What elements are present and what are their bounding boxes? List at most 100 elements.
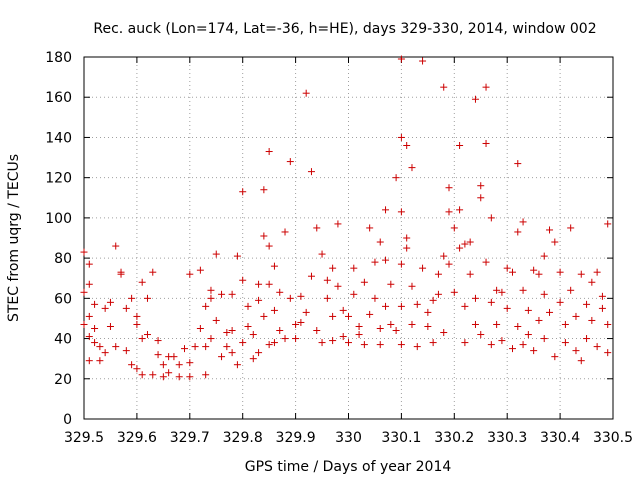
data-point <box>223 329 231 337</box>
data-point <box>334 282 342 290</box>
data-point <box>149 371 157 379</box>
data-point <box>482 258 490 266</box>
data-point <box>466 238 474 246</box>
data-point <box>556 298 564 306</box>
data-point <box>96 357 104 365</box>
data-point <box>577 270 585 278</box>
data-point <box>133 320 141 328</box>
data-point <box>281 335 289 343</box>
data-point <box>371 294 379 302</box>
data-point <box>466 270 474 278</box>
data-point <box>487 298 495 306</box>
data-point <box>493 320 501 328</box>
data-point <box>392 174 400 182</box>
x-tick-label: 329.7 <box>170 430 210 446</box>
data-point <box>397 208 405 216</box>
data-point <box>323 276 331 284</box>
data-point <box>397 341 405 349</box>
data-point <box>450 224 458 232</box>
data-point <box>445 260 453 268</box>
data-point <box>265 280 273 288</box>
data-point <box>583 335 591 343</box>
data-point <box>255 296 263 304</box>
data-point <box>487 341 495 349</box>
data-point <box>212 250 220 258</box>
x-tick-label: 330.5 <box>593 430 633 446</box>
data-point <box>371 258 379 266</box>
data-point <box>593 343 601 351</box>
x-tick-label: 330.2 <box>434 430 474 446</box>
data-point <box>159 361 167 369</box>
data-point <box>519 341 527 349</box>
data-point <box>202 343 210 351</box>
y-tick-labels: 0 20 40 60 80 100 120 140 160 180 <box>45 50 72 428</box>
data-point <box>80 320 88 328</box>
y-tick-label: 180 <box>45 50 72 66</box>
data-point <box>382 302 390 310</box>
data-point <box>270 306 278 314</box>
data-point <box>292 335 300 343</box>
data-point <box>170 353 178 361</box>
data-point <box>583 300 591 308</box>
data-point <box>276 327 284 335</box>
data-point <box>376 238 384 246</box>
y-tick-label: 0 <box>63 412 72 428</box>
data-point <box>493 286 501 294</box>
data-point <box>572 312 580 320</box>
data-point <box>85 280 93 288</box>
data-point <box>593 268 601 276</box>
data-point <box>106 322 114 330</box>
data-point <box>302 308 310 316</box>
data-point <box>265 148 273 156</box>
y-tick-label: 20 <box>54 372 72 388</box>
data-point <box>561 339 569 347</box>
data-point <box>239 339 247 347</box>
data-point <box>482 83 490 91</box>
data-point <box>419 57 427 65</box>
x-tick-label: 329.6 <box>117 430 157 446</box>
data-point <box>604 349 612 357</box>
data-point <box>477 194 485 202</box>
data-point <box>228 349 236 357</box>
data-point <box>456 206 464 214</box>
data-point <box>546 226 554 234</box>
data-point <box>508 345 516 353</box>
data-point <box>154 351 162 359</box>
data-point <box>355 331 363 339</box>
data-point <box>85 312 93 320</box>
data-point <box>535 316 543 324</box>
data-point <box>339 306 347 314</box>
data-point <box>133 312 141 320</box>
data-point <box>128 294 136 302</box>
data-point <box>85 357 93 365</box>
data-point <box>567 286 575 294</box>
data-point <box>281 228 289 236</box>
data-point <box>239 188 247 196</box>
x-tick-label: 329.5 <box>64 430 104 446</box>
data-point <box>270 262 278 270</box>
x-axis-label: GPS time / Days of year 2014 <box>245 459 452 475</box>
data-point <box>286 158 294 166</box>
data-point <box>440 83 448 91</box>
data-point <box>434 290 442 298</box>
data-point <box>519 286 527 294</box>
data-point <box>456 244 464 252</box>
data-point <box>117 270 125 278</box>
data-point <box>143 331 151 339</box>
data-point <box>218 353 226 361</box>
data-point <box>207 335 215 343</box>
data-point <box>392 327 400 335</box>
x-tick-label: 329.8 <box>223 430 263 446</box>
data-point <box>456 141 464 149</box>
data-point <box>91 325 99 332</box>
data-point <box>551 238 559 246</box>
data-point <box>514 322 522 330</box>
data-point <box>604 320 612 328</box>
data-point <box>408 282 416 290</box>
x-tick-labels: 329.5 329.6 329.7 329.8 329.9 330 330.1 330.2 33… <box>64 430 633 446</box>
data-point <box>128 361 136 369</box>
data-point <box>318 339 326 347</box>
data-point <box>514 160 522 168</box>
data-point <box>382 256 390 264</box>
